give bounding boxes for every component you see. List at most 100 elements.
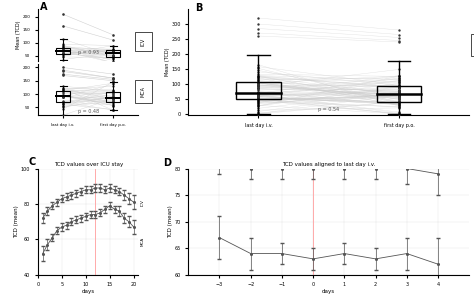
Point [109,56,117,60]
Point [109,95,117,100]
Point [109,99,117,104]
Point [255,74,262,79]
Point [395,100,403,105]
Point [109,50,117,54]
Point [395,79,403,84]
Point [395,91,403,96]
Bar [376,86,421,102]
Point [59,43,67,48]
Point [109,76,117,81]
Point [255,96,262,101]
Point [395,73,403,78]
Point [59,51,67,56]
Point [109,53,117,58]
Point [255,86,262,91]
Point [59,98,67,103]
Point [255,111,262,115]
Point [59,89,67,94]
Point [255,68,262,73]
Point [255,92,262,97]
Point [255,90,262,95]
Point [395,85,403,90]
Point [109,92,117,97]
Point [255,93,262,98]
Point [109,95,117,100]
Point [395,85,403,90]
Point [255,100,262,105]
Point [395,92,403,96]
Title: TCD values over ICU stay: TCD values over ICU stay [54,162,123,167]
Point [395,102,403,107]
Point [109,38,117,43]
Point [109,60,117,65]
Point [59,88,67,92]
Point [59,100,67,105]
Bar [236,82,281,99]
Point [59,102,67,107]
Point [255,94,262,99]
Point [395,97,403,102]
Point [109,91,117,96]
Point [255,93,262,98]
Text: C: C [28,157,36,167]
Point [395,93,403,98]
Point [255,85,262,90]
Point [395,101,403,106]
Text: MCA: MCA [141,236,145,246]
Point [59,92,67,97]
Point [395,95,403,100]
Point [109,56,117,61]
Point [109,100,117,105]
Bar [106,92,120,102]
Point [109,79,117,84]
Bar [106,50,120,57]
Point [255,97,262,102]
Point [395,97,403,101]
Point [59,107,67,111]
Point [395,82,403,87]
Point [255,31,262,35]
Point [255,64,262,69]
Point [395,90,403,95]
Point [109,48,117,53]
Point [109,47,117,52]
Point [395,83,403,88]
Point [109,58,117,63]
Point [255,80,262,85]
Point [59,94,67,99]
Point [109,89,117,94]
Point [395,104,403,109]
Point [59,50,67,55]
Point [255,78,262,83]
Point [395,67,403,72]
Point [109,89,117,94]
Point [255,87,262,92]
Point [59,95,67,99]
Point [255,74,262,79]
Point [395,93,403,98]
Point [59,48,67,53]
Point [59,48,67,53]
Point [395,98,403,103]
Point [395,100,403,104]
Point [255,99,262,104]
Point [255,81,262,86]
Point [395,92,403,97]
Point [109,43,117,48]
Text: ICV: ICV [141,37,146,46]
X-axis label: days: days [322,289,335,294]
Text: B: B [195,2,203,13]
Point [59,86,67,91]
Point [59,52,67,56]
Point [59,69,67,74]
Text: p = 0.54: p = 0.54 [318,107,339,112]
Point [109,97,117,101]
Point [255,81,262,86]
Point [59,100,67,104]
Point [255,84,262,88]
Point [59,53,67,58]
Point [395,87,403,92]
Point [109,97,117,101]
Point [395,74,403,79]
Point [255,62,262,67]
